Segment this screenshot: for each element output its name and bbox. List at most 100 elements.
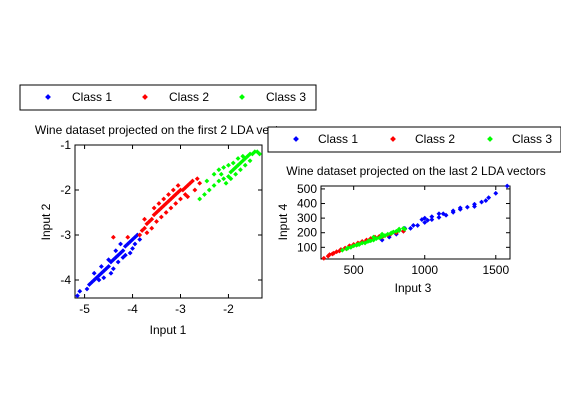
chart-1-point-class-1 (101, 275, 107, 281)
chart-1-ytick-label: -1 (60, 138, 71, 152)
chart-2-xtick-label: 500 (344, 263, 364, 277)
chart-1-point-class-2 (180, 187, 186, 193)
chart-2-point-class-1 (422, 220, 428, 225)
chart-2-ylabel: Input 4 (276, 203, 290, 240)
chart-2-legend: Class 1 Class 2 Class 3 (293, 132, 552, 146)
chart-2-legend-label: Class 3 (512, 132, 552, 146)
chart-2-point-class-1 (479, 199, 485, 205)
chart-1-point-class-2 (110, 234, 116, 240)
chart-1-point-class-1 (122, 252, 128, 258)
chart-1-point-class-2 (158, 205, 164, 211)
chart-2-point-class-1 (425, 217, 431, 223)
chart-1-point-class-1 (94, 275, 100, 281)
chart-1-point-class-2 (156, 207, 162, 213)
chart-1-point-class-2 (173, 201, 179, 206)
chart-1-point-class-2 (173, 192, 179, 197)
chart-1-point-class-1 (74, 293, 80, 299)
chart-1-point-class-2 (197, 180, 203, 186)
chart-1-point-class-3 (254, 149, 260, 155)
chart-1-xtick-label: -2 (223, 302, 234, 316)
chart-1-point-class-2 (168, 196, 174, 202)
chart-2-ytick-label: 300 (297, 211, 317, 225)
chart-1-point-class-2 (142, 216, 147, 222)
chart-1-point-class-2 (185, 194, 191, 200)
chart-1-point-class-1 (96, 277, 102, 283)
chart-1-point-class-1 (125, 241, 131, 247)
chart-1-point-class-2 (170, 187, 176, 193)
chart-2-xtick-label: 1500 (482, 263, 509, 277)
chart-1-point-class-2 (161, 203, 167, 209)
chart-2-ytick-label: 400 (297, 197, 317, 211)
chart-1-point-class-2 (178, 196, 183, 202)
chart-1-point-class-3 (237, 160, 243, 166)
chart-1-point-class-3 (230, 167, 236, 173)
chart-1-point-class-2 (158, 214, 164, 220)
chart-2-ytick-label: 100 (297, 240, 317, 254)
chart-2-point-class-3 (396, 226, 402, 232)
chart-1-point-class-3 (206, 187, 212, 193)
chart-2-point-class-2 (331, 250, 337, 256)
chart-1-point-class-3 (235, 156, 241, 161)
chart-2-legend-label: Class 2 (415, 132, 455, 146)
chart-1-point-class-2 (163, 201, 169, 206)
chart-1-point-class-1 (103, 266, 109, 272)
chart-1-point-class-1 (91, 270, 97, 276)
chart-1-point-class-2 (142, 225, 147, 231)
chart-1-point-class-2 (144, 230, 150, 236)
chart-2-point-class-3 (344, 246, 350, 252)
chart-1-point-class-2 (139, 228, 145, 233)
chart-2-legend-box (267, 126, 561, 153)
chart-2-point-class-3 (400, 225, 406, 231)
chart-1-ticks: -5 -4 -3 -2 -4 -3 -2 -1 (60, 138, 262, 316)
chart-2-legend-label: Class 1 (318, 132, 358, 146)
chart-2-xlabel: Input 3 (395, 281, 432, 295)
chart-2-point-class-3 (389, 230, 395, 236)
chart-1-point-class-1 (127, 250, 133, 256)
chart-1-point-class-3 (240, 158, 246, 164)
chart-2-point-class-1 (483, 198, 489, 204)
chart-1-point-class-2 (187, 180, 193, 186)
chart-1-point-class-2 (182, 192, 188, 197)
chart-1-point-class-1 (130, 237, 135, 242)
chart-1-point-class-1 (91, 277, 97, 283)
chart-1-point-class-2 (182, 185, 188, 191)
chart-2-point-class-3 (359, 240, 365, 246)
chart-1-point-class-3 (197, 196, 203, 202)
chart-2-title: Wine dataset projected on the last 2 LDA… (286, 164, 545, 178)
chart-1-point-class-1 (120, 248, 126, 254)
chart-1-point-class-2 (137, 232, 143, 238)
chart-1-point-class-3 (233, 171, 239, 177)
chart-1-point-class-2 (154, 210, 159, 215)
chart-1-legend-box (19, 84, 317, 111)
chart-1-point-class-3 (240, 153, 246, 159)
chart-1-point-class-3 (211, 183, 217, 188)
chart-1-point-class-2 (146, 219, 152, 224)
chart-2-point-class-1 (486, 195, 492, 201)
chart-1-point-class-3 (218, 171, 224, 177)
chart-1-point-class-1 (108, 259, 114, 265)
chart-2-point-class-3 (339, 247, 345, 253)
chart-2-point-class-3 (371, 234, 377, 240)
chart-1-point-class-1 (110, 266, 116, 272)
chart-2-point-class-1 (504, 183, 510, 189)
chart-1-point-class-3 (242, 156, 248, 161)
chart-1-point-class-2 (166, 192, 171, 197)
chart-1-point-class-2 (175, 183, 181, 188)
chart-1-point-class-2 (149, 216, 155, 222)
chart-2-point-class-2 (321, 255, 327, 261)
chart-1-point-class-3 (221, 176, 227, 182)
chart-2-point-class-3 (355, 241, 361, 247)
chart-1-point-class-2 (190, 178, 195, 184)
chart-2-point-class-1 (450, 208, 456, 214)
chart-1-ytick-label: -2 (60, 183, 71, 197)
chart-1-point-class-3 (216, 178, 222, 184)
chart-1-point-class-3 (216, 167, 222, 173)
chart-1-point-class-2 (161, 196, 167, 202)
chart-1-ytick-label: -4 (60, 273, 71, 287)
chart-2-point-class-1 (410, 222, 416, 228)
chart-1-legend-label: Class 2 (169, 90, 209, 104)
chart-1-point-class-1 (113, 255, 119, 260)
chart-2-point-class-1 (415, 222, 421, 228)
